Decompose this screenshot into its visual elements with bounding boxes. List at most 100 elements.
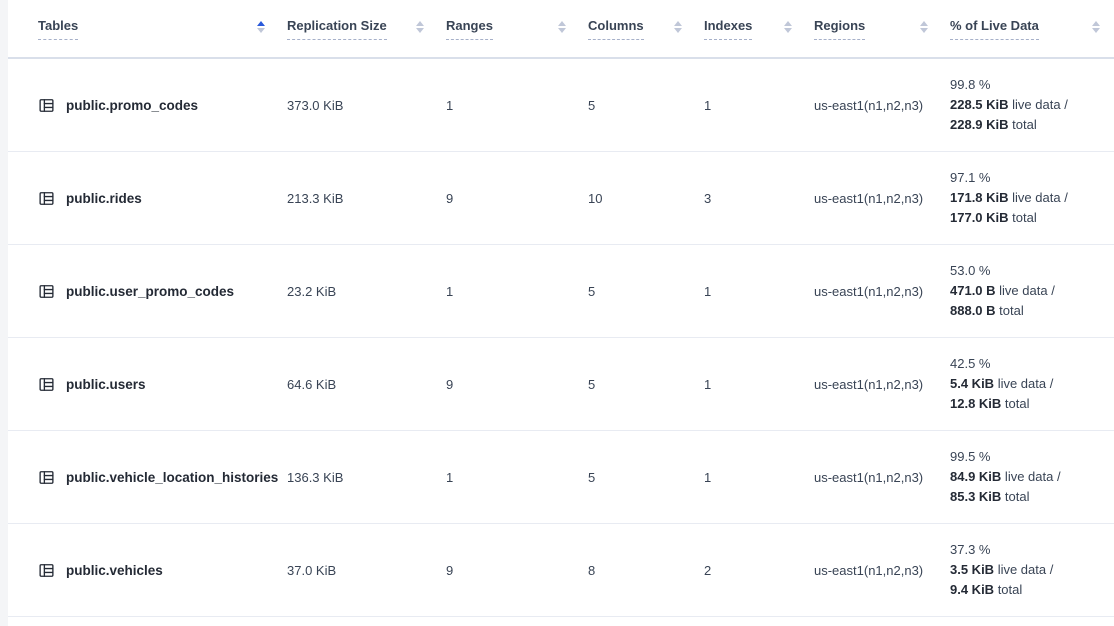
sort-arrows-icon: [908, 20, 928, 37]
regions-cell: us-east1(n1,n2,n3): [814, 190, 924, 206]
live-data-cell: 53.0 % 471.0 B live data / 888.0 B total: [942, 261, 1114, 321]
sort-arrows-icon: [546, 20, 566, 37]
table-row[interactable]: public.user_promo_codes 23.2 KiB 1 5 1 u…: [8, 245, 1114, 338]
live-data-total-line: 85.3 KiB total: [950, 489, 1030, 504]
table-name-link[interactable]: public.user_promo_codes: [66, 283, 235, 299]
column-header-indexes[interactable]: Indexes: [696, 0, 806, 57]
sort-arrows-icon: [662, 20, 682, 37]
live-data-percent: 97.1 %: [950, 170, 991, 185]
sort-down-icon: [257, 27, 265, 33]
column-header-label: Ranges: [446, 18, 493, 40]
sort-up-icon: [674, 20, 682, 26]
sort-up-icon: [920, 20, 928, 26]
column-header-label: Replication Size: [287, 18, 387, 40]
live-data-size-line: 84.9 KiB live data /: [950, 469, 1061, 484]
replication-size-cell: 213.3 KiB: [287, 190, 344, 206]
table-icon: [39, 284, 54, 298]
sort-down-icon: [674, 27, 682, 33]
columns-cell: 10: [588, 190, 603, 206]
live-data-total-line: 12.8 KiB total: [950, 396, 1030, 411]
table-icon: [39, 563, 54, 577]
ranges-cell: 1: [446, 469, 454, 485]
column-header-columns[interactable]: Columns: [580, 0, 696, 57]
table-row[interactable]: public.rides 213.3 KiB 9 10 3 us-east1(n…: [8, 152, 1114, 245]
live-data-size-line: 471.0 B live data /: [950, 283, 1055, 298]
ranges-cell: 9: [446, 562, 454, 578]
table-row[interactable]: public.users 64.6 KiB 9 5 1 us-east1(n1,…: [8, 338, 1114, 431]
table-name-cell: public.vehicle_location_histories: [8, 469, 279, 486]
sort-up-icon: [558, 20, 566, 26]
sort-down-icon: [784, 27, 792, 33]
ranges-cell: 9: [446, 376, 454, 392]
live-data-percent: 53.0 %: [950, 263, 991, 278]
table-name-cell: public.users: [8, 376, 279, 393]
sort-down-icon: [558, 27, 566, 33]
table-name-cell: public.promo_codes: [8, 97, 279, 114]
column-header-regions[interactable]: Regions: [806, 0, 942, 57]
live-data-size-line: 228.5 KiB live data /: [950, 97, 1068, 112]
indexes-cell: 1: [704, 283, 712, 299]
live-data-cell: 42.5 % 5.4 KiB live data / 12.8 KiB tota…: [942, 354, 1114, 414]
replication-size-cell: 37.0 KiB: [287, 562, 337, 578]
live-data-cell: 37.3 % 3.5 KiB live data / 9.4 KiB total: [942, 540, 1114, 600]
table-icon: [39, 470, 54, 484]
live-data-total-line: 228.9 KiB total: [950, 117, 1037, 132]
live-data-cell: 99.8 % 228.5 KiB live data / 228.9 KiB t…: [942, 75, 1114, 135]
column-header-replication-size[interactable]: Replication Size: [279, 0, 438, 57]
replication-size-cell: 23.2 KiB: [287, 283, 337, 299]
table-name-link[interactable]: public.users: [66, 376, 146, 392]
columns-cell: 5: [588, 283, 596, 299]
live-data-cell: 97.1 % 171.8 KiB live data / 177.0 KiB t…: [942, 168, 1114, 228]
live-data-percent: 37.3 %: [950, 542, 991, 557]
sort-arrows-icon: [404, 20, 424, 37]
sort-arrows-icon: [245, 20, 265, 37]
replication-size-cell: 373.0 KiB: [287, 97, 344, 113]
table-icon: [39, 377, 54, 391]
table-row[interactable]: public.promo_codes 373.0 KiB 1 5 1 us-ea…: [8, 59, 1114, 152]
indexes-cell: 1: [704, 97, 712, 113]
live-data-percent: 99.8 %: [950, 77, 991, 92]
table-name-link[interactable]: public.vehicle_location_histories: [66, 469, 279, 485]
table-row[interactable]: public.vehicles 37.0 KiB 9 8 2 us-east1(…: [8, 524, 1114, 617]
column-header-tables[interactable]: Tables: [8, 0, 279, 57]
table-name-link[interactable]: public.rides: [66, 190, 142, 206]
live-data-total-line: 888.0 B total: [950, 303, 1024, 318]
live-data-total-line: 9.4 KiB total: [950, 582, 1023, 597]
table-row[interactable]: public.vehicle_location_histories 136.3 …: [8, 431, 1114, 524]
ranges-cell: 9: [446, 190, 454, 206]
column-header-live-data[interactable]: % of Live Data: [942, 0, 1114, 57]
columns-cell: 5: [588, 376, 596, 392]
sort-down-icon: [416, 27, 424, 33]
tables-table: Tables Replication Size Ranges: [8, 0, 1114, 626]
ranges-cell: 1: [446, 97, 454, 113]
columns-cell: 8: [588, 562, 596, 578]
live-data-percent: 42.5 %: [950, 356, 991, 371]
columns-cell: 5: [588, 469, 596, 485]
column-header-label: Regions: [814, 18, 866, 40]
regions-cell: us-east1(n1,n2,n3): [814, 469, 924, 485]
table-name-link[interactable]: public.vehicles: [66, 562, 163, 578]
columns-cell: 5: [588, 97, 596, 113]
indexes-cell: 1: [704, 376, 712, 392]
sort-up-icon: [416, 20, 424, 26]
indexes-cell: 3: [704, 190, 712, 206]
column-header-label: Indexes: [704, 18, 753, 40]
regions-cell: us-east1(n1,n2,n3): [814, 283, 924, 299]
table-body: public.promo_codes 373.0 KiB 1 5 1 us-ea…: [8, 59, 1114, 617]
column-header-label: % of Live Data: [950, 18, 1039, 40]
sort-down-icon: [1092, 27, 1100, 33]
live-data-total-line: 177.0 KiB total: [950, 210, 1037, 225]
table-name-cell: public.user_promo_codes: [8, 283, 279, 300]
column-header-label: Columns: [588, 18, 644, 40]
replication-size-cell: 64.6 KiB: [287, 376, 337, 392]
table-name-cell: public.vehicles: [8, 562, 279, 579]
replication-size-cell: 136.3 KiB: [287, 469, 344, 485]
table-name-link[interactable]: public.promo_codes: [66, 97, 199, 113]
column-header-label: Tables: [38, 18, 79, 40]
live-data-percent: 99.5 %: [950, 449, 991, 464]
live-data-cell: 99.5 % 84.9 KiB live data / 85.3 KiB tot…: [942, 447, 1114, 507]
sort-up-icon: [784, 20, 792, 26]
column-header-ranges[interactable]: Ranges: [438, 0, 580, 57]
sort-up-icon: [257, 20, 265, 26]
